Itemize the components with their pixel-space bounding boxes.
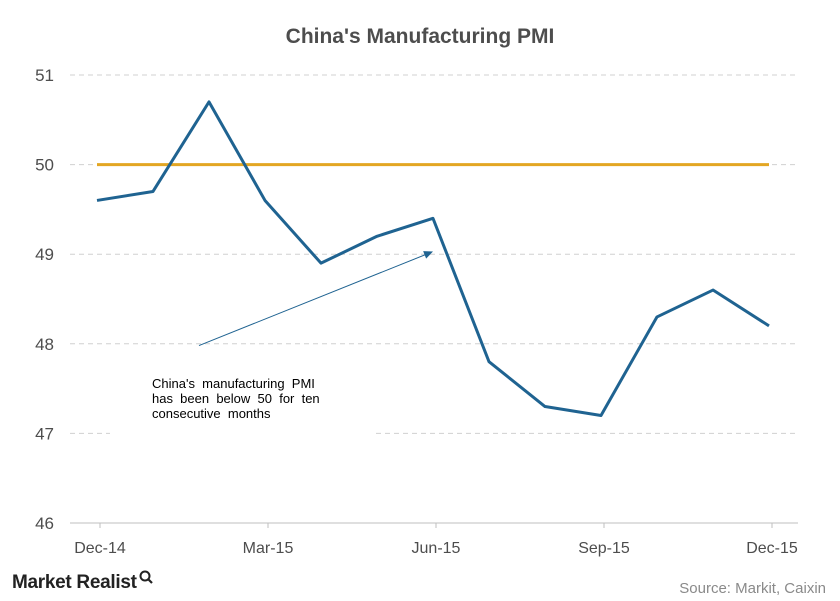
annotation-arrow-head <box>423 251 433 259</box>
annotation-arrow-line <box>198 253 428 347</box>
annotation-line-2: has been below 50 for ten <box>152 391 320 406</box>
x-tick-label: Jun-15 <box>412 540 461 557</box>
series-group <box>96 100 770 417</box>
annotation-line-3: consecutive months <box>152 406 271 421</box>
x-axis: Dec-14 Mar-15 Jun-15 Sep-15 Dec-15 <box>70 522 798 557</box>
x-tick-label: Mar-15 <box>243 540 294 557</box>
chart-title: China's Manufacturing PMI <box>286 25 555 48</box>
y-tick-label: 50 <box>35 156 54 175</box>
y-axis: 46 47 48 49 50 51 <box>35 66 54 533</box>
y-tick-label: 46 <box>35 514 54 533</box>
x-tick-label: Dec-14 <box>74 540 126 557</box>
source-note: Source: Markit, Caixin <box>679 580 826 597</box>
y-tick-label: 48 <box>35 335 54 354</box>
y-tick-label: 49 <box>35 245 54 264</box>
annotation-box <box>110 368 374 438</box>
magnifier-q-icon <box>139 570 153 584</box>
annotation-line-1: China's manufacturing PMI <box>152 376 315 391</box>
pmi-series-line <box>96 100 770 417</box>
y-tick-label: 51 <box>35 66 54 85</box>
x-tick-label: Dec-15 <box>746 540 798 557</box>
y-tick-label: 47 <box>35 424 54 443</box>
x-tick-label: Sep-15 <box>578 540 630 557</box>
annotation: China's manufacturing PMI has been below… <box>110 251 433 438</box>
brand-logo: Market Realist <box>12 572 137 593</box>
